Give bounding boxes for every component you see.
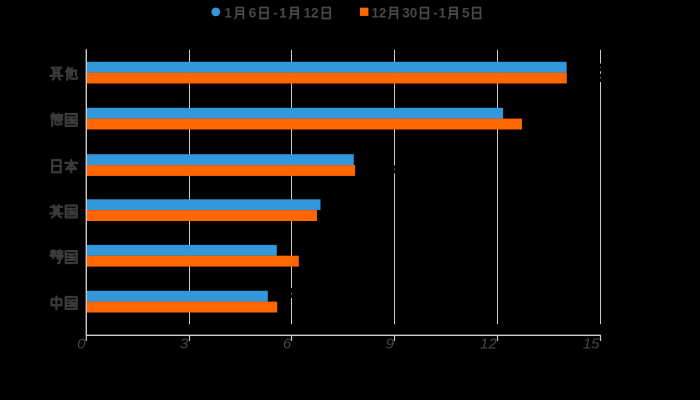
svg-text:12: 12	[371, 5, 386, 20]
svg-text:15: 15	[583, 335, 600, 352]
svg-text:1: 1	[279, 5, 287, 20]
svg-text:3: 3	[180, 335, 189, 352]
svg-text:-: -	[273, 5, 278, 20]
svg-text:30: 30	[402, 5, 417, 20]
svg-text:6: 6	[283, 335, 292, 352]
svg-text:0: 0	[77, 335, 86, 352]
svg-text:-: -	[433, 5, 438, 20]
svg-text:5: 5	[462, 5, 470, 20]
svg-text:1: 1	[224, 5, 232, 20]
svg-text:12: 12	[480, 335, 497, 352]
svg-text:9: 9	[386, 335, 395, 352]
svg-text:12: 12	[304, 5, 319, 20]
svg-text:1: 1	[439, 5, 447, 20]
svg-text:6: 6	[249, 5, 257, 20]
